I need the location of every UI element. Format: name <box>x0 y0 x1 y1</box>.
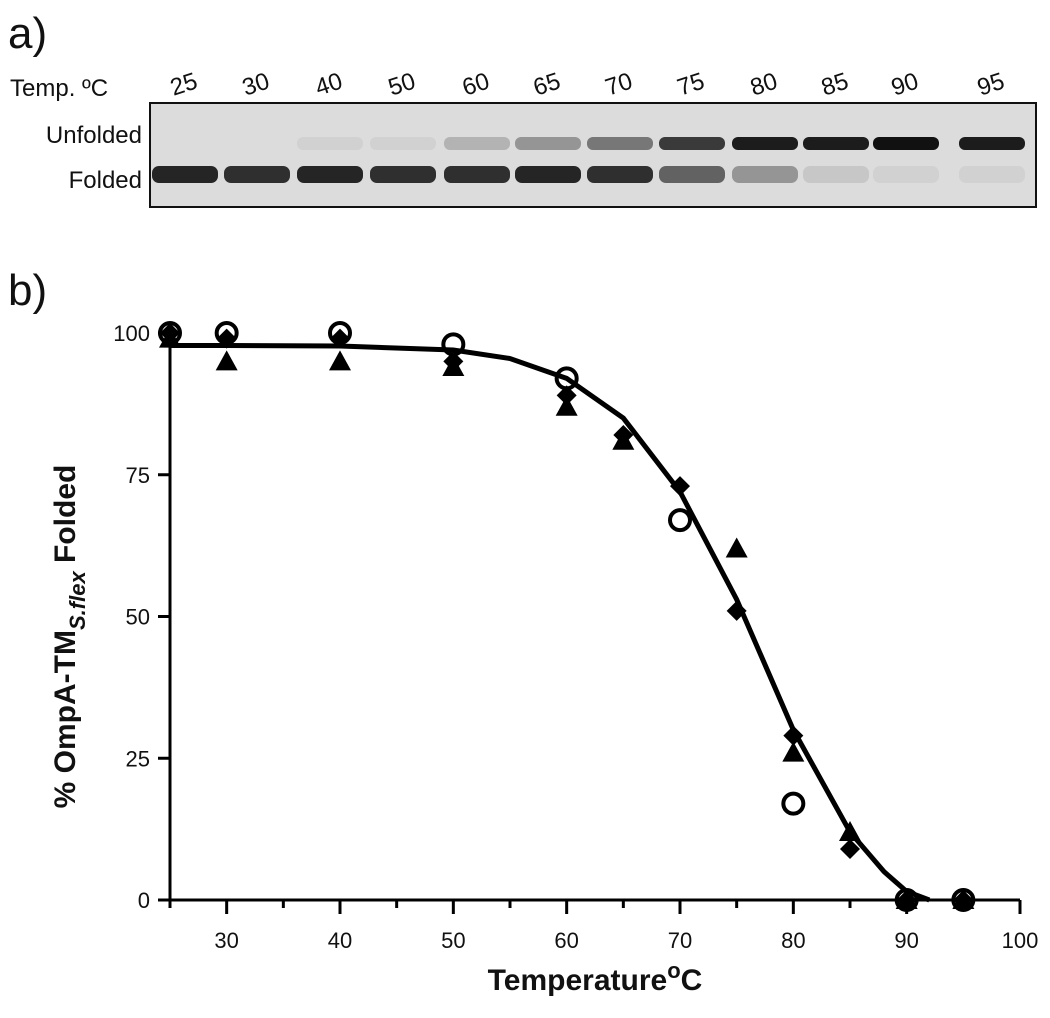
folded-band <box>659 166 725 183</box>
folded-band <box>803 166 869 183</box>
triangle-marker <box>782 741 805 762</box>
lane-temp: 75 <box>674 68 708 102</box>
row-label: Temp. ºC <box>10 75 108 102</box>
folded-band <box>297 166 363 183</box>
folded-band <box>873 166 939 183</box>
folded-band <box>732 166 798 183</box>
triangle-marker <box>555 395 578 416</box>
x-tick-label: 30 <box>214 928 238 953</box>
x-tick-label: 90 <box>894 928 918 953</box>
lane-temp: 70 <box>602 68 636 102</box>
triangle-marker <box>329 350 351 371</box>
unfolded-band <box>444 137 510 150</box>
band-label: Unfolded <box>46 122 142 149</box>
diamond-marker <box>556 385 577 406</box>
folded-band <box>587 166 653 183</box>
diamond-marker <box>613 425 634 446</box>
y-tick-label: 75 <box>126 463 150 488</box>
panel-label: a) <box>8 9 47 58</box>
lane-temp: 95 <box>974 68 1008 102</box>
band-label: Folded <box>69 167 142 194</box>
diamond-marker <box>160 323 180 343</box>
lane-temp: 85 <box>818 68 852 102</box>
diamond-marker <box>670 476 690 497</box>
x-tick-label: 80 <box>781 928 805 953</box>
lane-temp: 65 <box>530 68 564 102</box>
unfolded-band <box>659 137 725 150</box>
y-label-after: Folded <box>49 465 82 572</box>
lane-temp: 90 <box>888 68 922 102</box>
unfolded-band <box>803 137 869 150</box>
lane-temp: 40 <box>312 68 346 102</box>
unfolded-band <box>515 137 581 150</box>
panel-label: b) <box>8 266 47 315</box>
x-tick-label: 100 <box>1002 928 1039 953</box>
x-label-sup: o <box>667 958 680 983</box>
lane-temp: 50 <box>385 68 419 102</box>
unfolded-band <box>959 137 1025 150</box>
x-tick-label: 70 <box>668 928 692 953</box>
folded-band <box>444 166 510 183</box>
x-tick-label: 60 <box>554 928 578 953</box>
unfolded-band <box>587 137 653 150</box>
x-axis-label: TemperatureoC <box>488 958 703 997</box>
lane-temp: 80 <box>747 68 781 102</box>
y-tick-label: 100 <box>113 321 150 346</box>
x-label-text: Temperature <box>488 964 668 997</box>
circle-marker <box>668 508 692 533</box>
folded-band <box>515 166 581 183</box>
y-axis-label: % OmpA-TMS.flex Folded <box>49 465 90 809</box>
folded-band <box>224 166 290 183</box>
x-tick-label: 50 <box>441 928 465 953</box>
unfolded-band <box>732 137 798 150</box>
unfolded-band <box>370 137 436 150</box>
triangle-marker <box>725 537 748 558</box>
folded-band <box>370 166 436 183</box>
unfolded-band <box>873 137 939 150</box>
fit-curve <box>170 342 931 903</box>
gel <box>149 102 1037 208</box>
y-tick-label: 25 <box>126 746 150 771</box>
y-tick-label: 0 <box>138 888 150 913</box>
folded-band <box>959 166 1025 183</box>
diamond-marker <box>443 351 464 372</box>
folded-band <box>152 166 218 183</box>
y-tick-label: 50 <box>126 605 150 630</box>
diamond-marker <box>840 838 860 859</box>
x-tick-label: 40 <box>328 928 352 953</box>
lane-temp: 60 <box>459 68 493 102</box>
x-label-after: C <box>681 964 703 997</box>
unfolded-band <box>297 137 363 150</box>
y-label-sub: S.flex <box>65 571 90 630</box>
lane-temp: 30 <box>239 68 273 102</box>
circle-marker <box>781 791 806 816</box>
y-label-text: % OmpA-TM <box>49 630 82 808</box>
triangle-marker <box>215 350 238 371</box>
lane-temp: 25 <box>167 68 201 102</box>
diamond-marker <box>953 890 974 910</box>
